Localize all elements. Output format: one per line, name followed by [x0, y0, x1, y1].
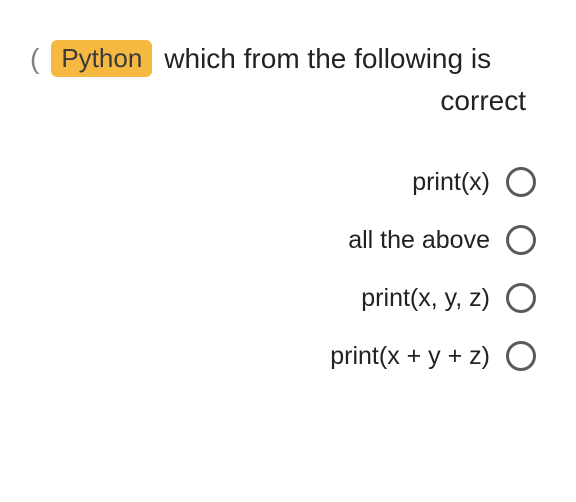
radio-option-2[interactable] — [506, 225, 536, 255]
python-badge: Python — [51, 40, 152, 77]
option-label: all the above — [348, 226, 490, 255]
option-label: print(x + y + z) — [330, 342, 490, 371]
question-text-part2: correct — [30, 85, 536, 117]
radio-option-1[interactable] — [506, 167, 536, 197]
open-paren: ( — [30, 43, 39, 75]
option-label: print(x, y, z) — [361, 284, 490, 313]
option-label: print(x) — [412, 168, 490, 197]
question-block: ( Python which from the following is cor… — [30, 40, 536, 117]
option-row: all the above — [30, 225, 536, 255]
option-row: print(x, y, z) — [30, 283, 536, 313]
radio-option-3[interactable] — [506, 283, 536, 313]
quiz-container: ( Python which from the following is cor… — [0, 0, 576, 411]
options-list: print(x) all the above print(x, y, z) pr… — [30, 167, 536, 371]
question-line-1: ( Python which from the following is — [30, 40, 536, 77]
radio-option-4[interactable] — [506, 341, 536, 371]
option-row: print(x) — [30, 167, 536, 197]
option-row: print(x + y + z) — [30, 341, 536, 371]
question-text-part1: which from the following is — [164, 43, 491, 75]
